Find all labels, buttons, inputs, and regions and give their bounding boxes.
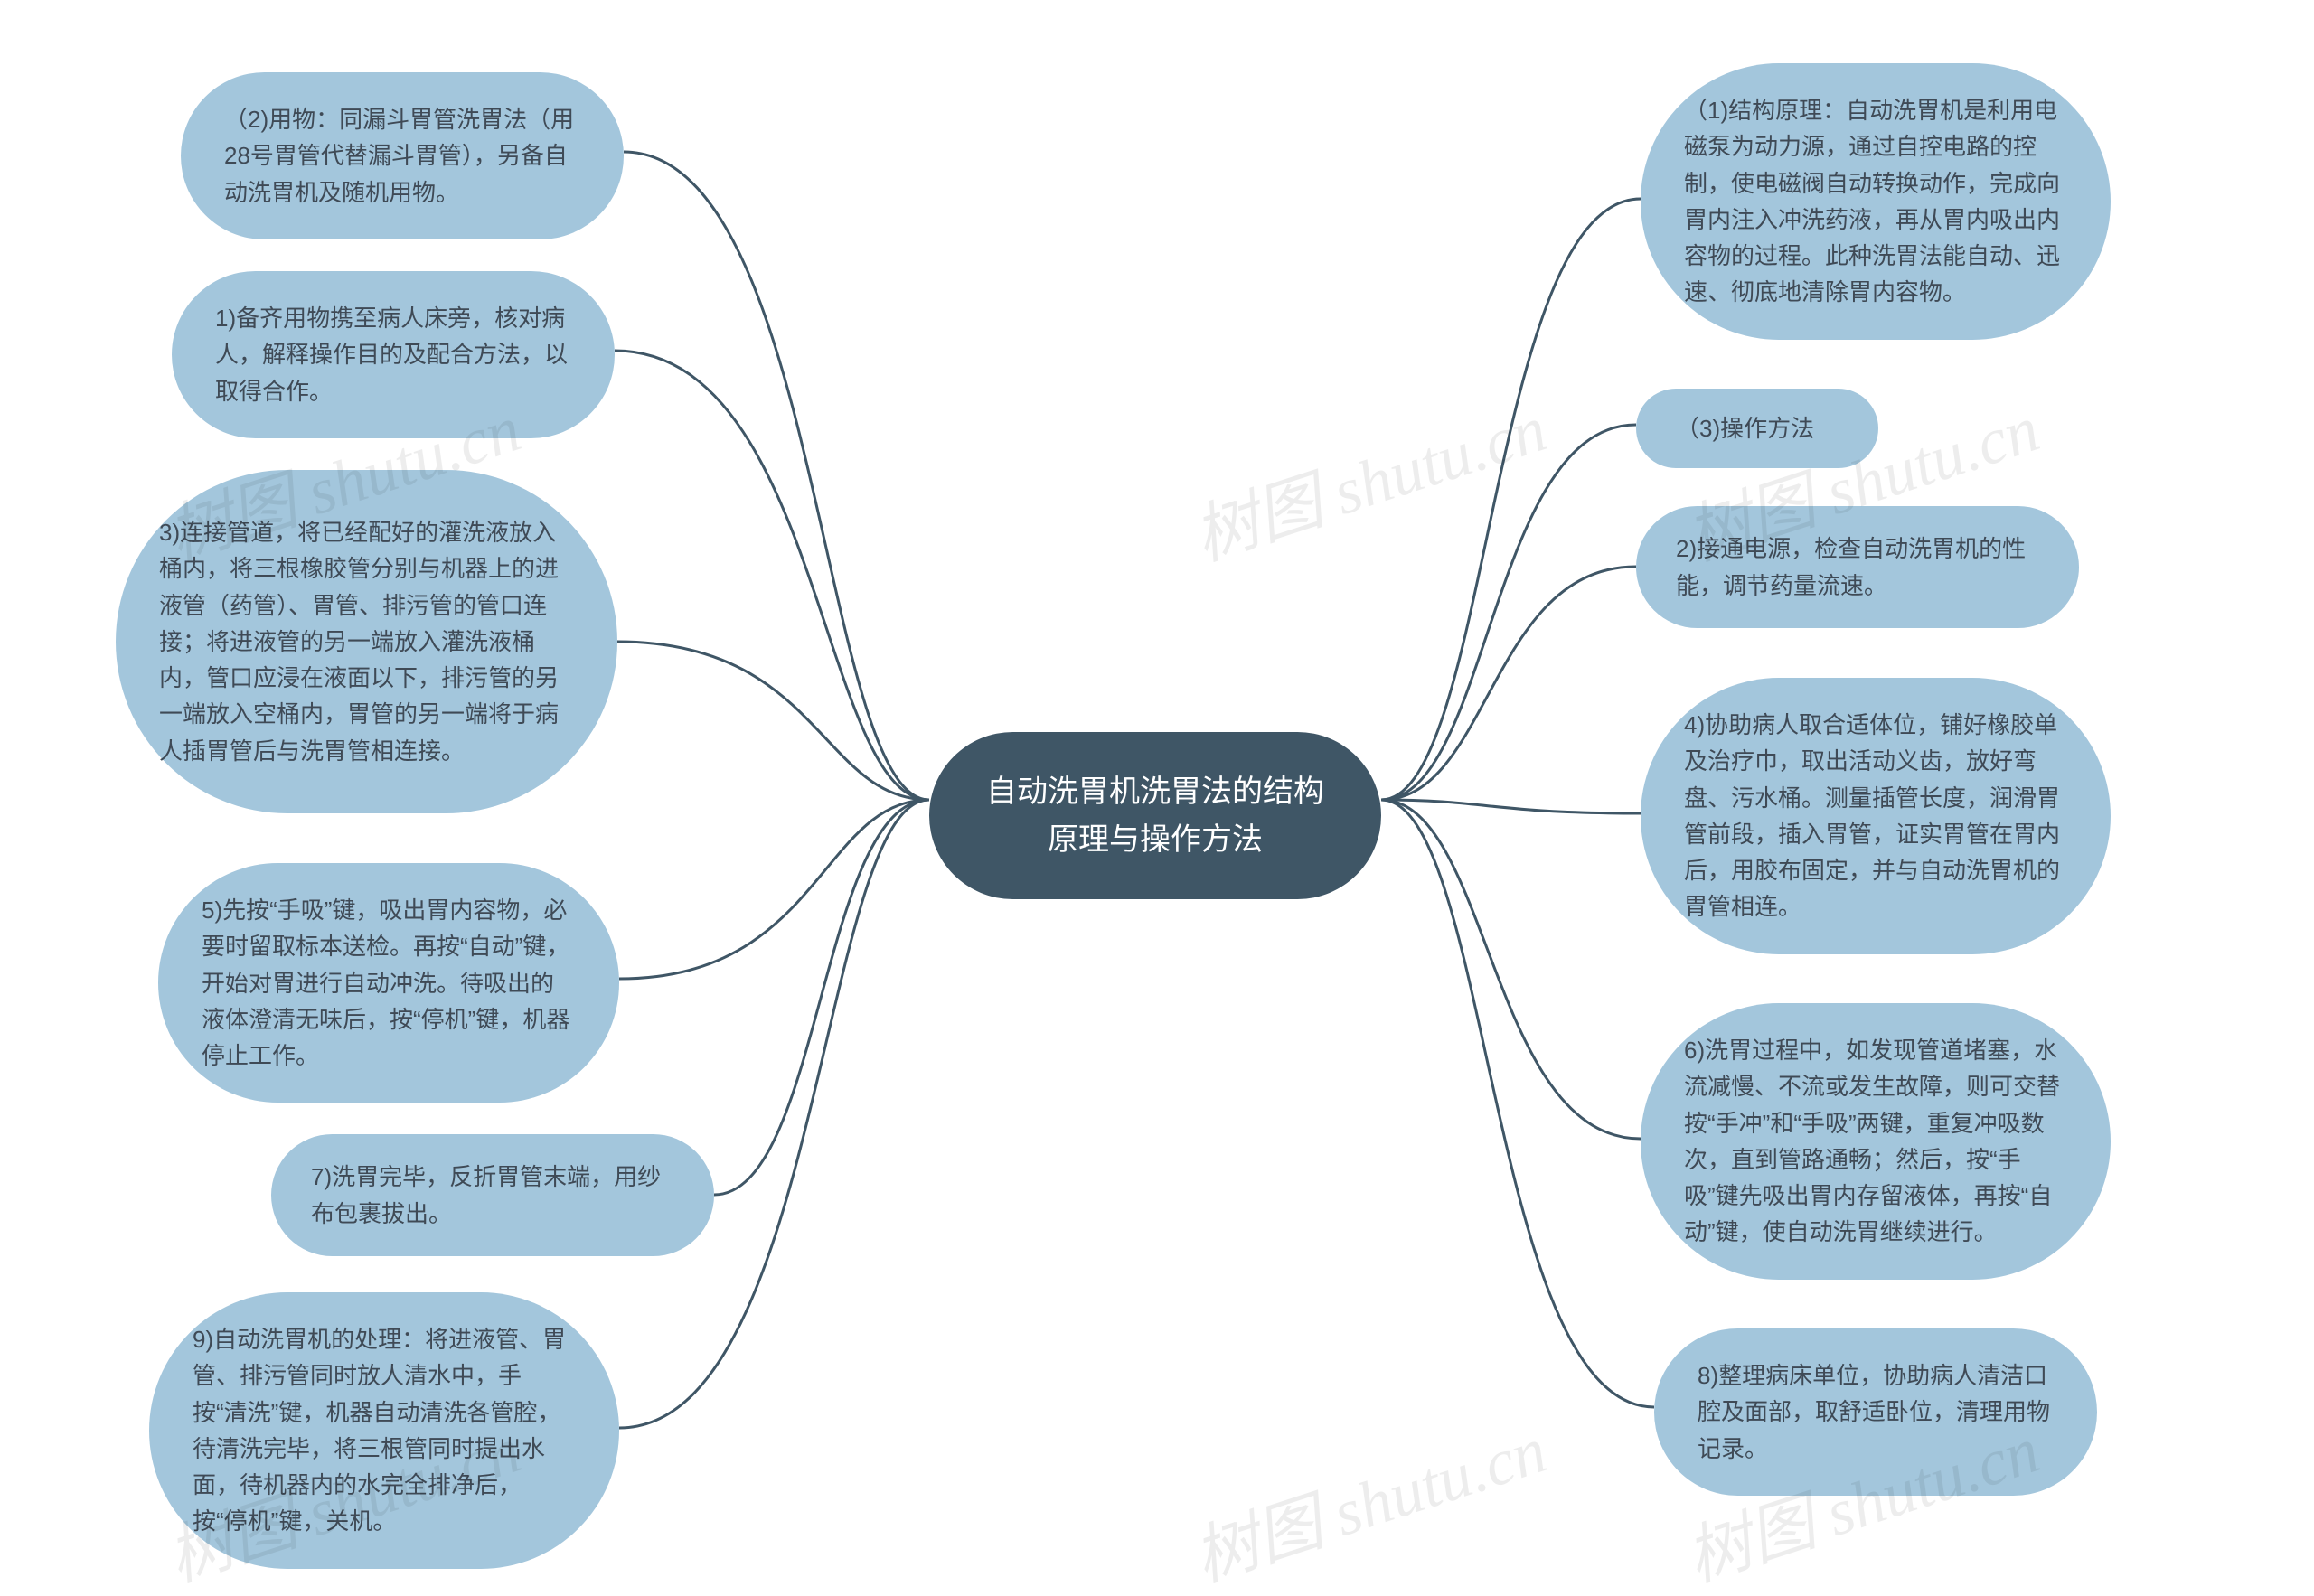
mindmap-node: 5)先按“手吸”键，吸出胃内容物，必要时留取标本送检。再按“自动”键，开始对胃进… [158,863,619,1103]
edge [1381,567,1636,800]
mindmap-node: 7)洗胃完毕，反折胃管末端，用纱布包裹拔出。 [271,1134,714,1256]
mindmap-node: （2)用物：同漏斗胃管洗胃法（用28号胃管代替漏斗胃管），另备自动洗胃机及随机用… [181,72,624,239]
node-text: 7)洗胃完毕，反折胃管末端，用纱布包裹拔出。 [311,1159,674,1232]
edge [1381,800,1641,1139]
edge [1381,425,1636,800]
edge [1381,800,1654,1407]
node-text: 5)先按“手吸”键，吸出胃内容物，必要时留取标本送检。再按“自动”键，开始对胃进… [202,892,576,1074]
node-text: 9)自动洗胃机的处理：将进液管、胃管、排污管同时放人清水中，手按“清洗”键，机器… [193,1321,576,1540]
node-text: 3)连接管道，将已经配好的灌洗液放入桶内，将三根橡胶管分别与机器上的进液管（药管… [159,514,574,769]
node-text: （2)用物：同漏斗胃管洗胃法（用28号胃管代替漏斗胃管），另备自动洗胃机及随机用… [224,101,580,211]
center-node: 自动洗胃机洗胃法的结构 原理与操作方法 [929,732,1381,899]
mindmap-node: （3)操作方法 [1636,389,1878,468]
edge [615,351,929,800]
mindmap-node: 4)协助病人取合适体位，铺好橡胶单及治疗巾，取出活动义齿，放好弯盘、污水桶。测量… [1641,678,2111,954]
watermark: 树图 shutu.cn [1180,1396,1557,1596]
mindmap-node: 3)连接管道，将已经配好的灌洗液放入桶内，将三根橡胶管分别与机器上的进液管（药管… [116,470,617,813]
mindmap-node: 9)自动洗胃机的处理：将进液管、胃管、排污管同时放人清水中，手按“清洗”键，机器… [149,1292,619,1569]
mindmap-node: 2)接通电源，检查自动洗胃机的性能，调节药量流速。 [1636,506,2079,628]
edge [617,642,929,800]
node-text: 1)备齐用物携至病人床旁，核对病人，解释操作目的及配合方法，以取得合作。 [215,300,571,409]
watermark: 树图 shutu.cn [1180,375,1557,578]
edge [714,800,929,1195]
node-text: 自动洗胃机洗胃法的结构 原理与操作方法 [986,768,1324,863]
node-text: 6)洗胃过程中，如发现管道堵塞，水流减慢、不流或发生故障，则可交替按“手冲”和“… [1684,1032,2067,1251]
node-text: 2)接通电源，检查自动洗胃机的性能，调节药量流速。 [1676,530,2039,604]
edge [1381,800,1641,813]
node-text: 4)协助病人取合适体位，铺好橡胶单及治疗巾，取出活动义齿，放好弯盘、污水桶。测量… [1684,707,2067,925]
node-text: （1)结构原理：自动洗胃机是利用电磁泵为动力源，通过自控电路的控制，使电磁阀自动… [1684,92,2067,311]
edge [1381,199,1641,800]
edge [619,800,929,1428]
node-text: 8)整理病床单位，协助病人清洁口腔及面部，取舒适卧位，清理用物记录。 [1698,1357,2054,1467]
mindmap-node: 6)洗胃过程中，如发现管道堵塞，水流减慢、不流或发生故障，则可交替按“手冲”和“… [1641,1003,2111,1280]
mindmap-canvas: 自动洗胃机洗胃法的结构 原理与操作方法 （2)用物：同漏斗胃管洗胃法（用28号胃管… [0,0,2314,1596]
edge [619,800,929,979]
mindmap-node: 8)整理病床单位，协助病人清洁口腔及面部，取舒适卧位，清理用物记录。 [1654,1328,2097,1496]
mindmap-node: 1)备齐用物携至病人床旁，核对病人，解释操作目的及配合方法，以取得合作。 [172,271,615,438]
mindmap-node: （1)结构原理：自动洗胃机是利用电磁泵为动力源，通过自控电路的控制，使电磁阀自动… [1641,63,2111,340]
edge [624,152,929,800]
node-text: （3)操作方法 [1676,410,1814,446]
